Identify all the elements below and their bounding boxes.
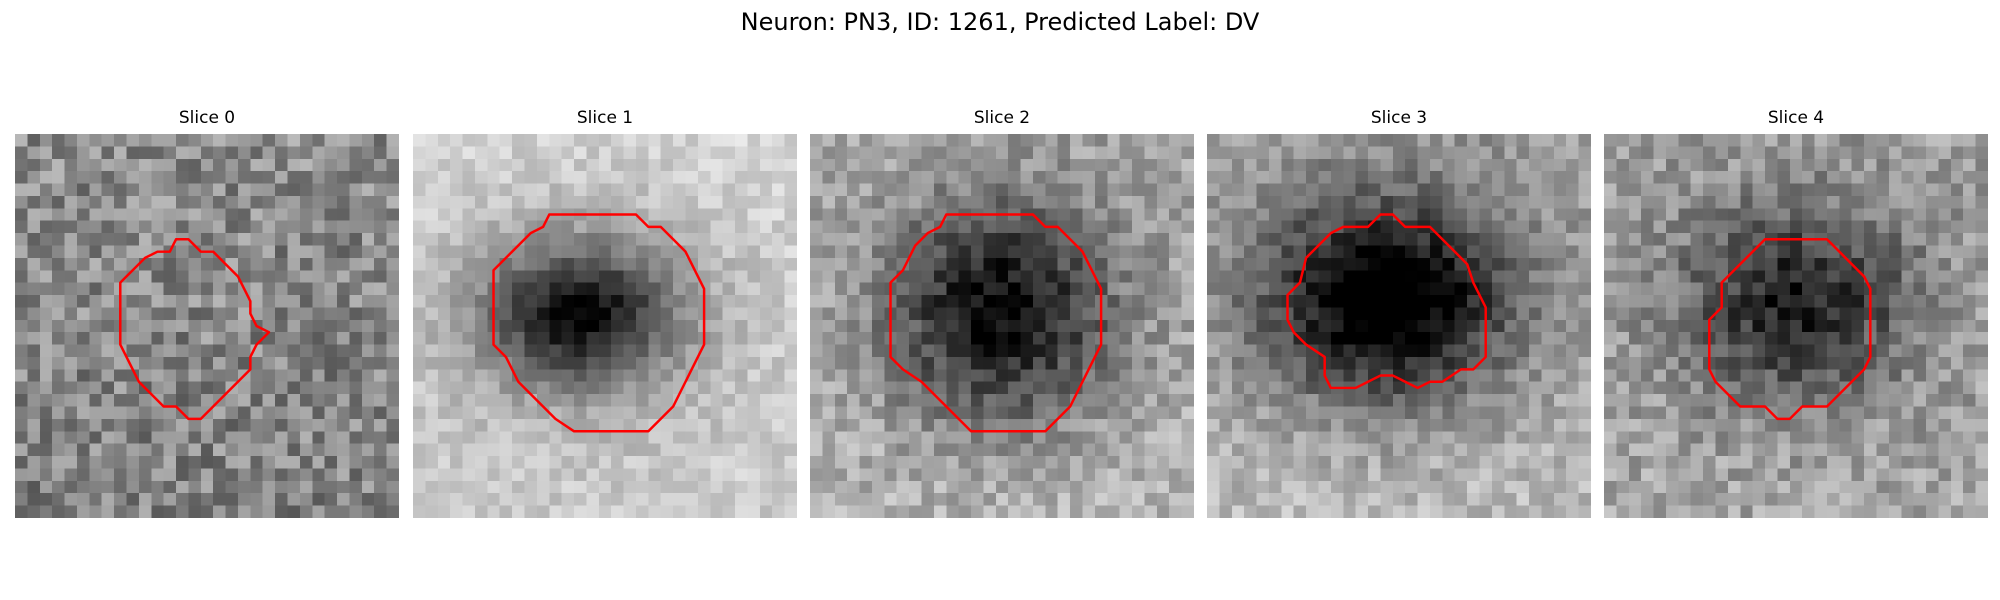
roi-contour xyxy=(1708,238,1872,421)
slice-image xyxy=(15,134,399,518)
roi-contour xyxy=(1286,213,1487,390)
pixel-grid xyxy=(1207,134,1591,518)
slice-title: Slice 0 xyxy=(178,108,236,128)
slice-title: Slice 3 xyxy=(1370,108,1428,128)
pixel-grid xyxy=(15,134,399,518)
roi-contour xyxy=(492,213,706,433)
roi-contour xyxy=(889,213,1103,433)
slice-title: Slice 1 xyxy=(576,108,634,128)
slice-image xyxy=(413,134,797,518)
slice-image xyxy=(810,134,1194,518)
pixel-grid xyxy=(1604,134,1988,518)
slice-title: Slice 4 xyxy=(1767,108,1825,128)
pixel-grid xyxy=(810,134,1194,518)
slice-image xyxy=(1604,134,1988,518)
roi-contour xyxy=(119,238,271,421)
slice-title: Slice 2 xyxy=(973,108,1031,128)
figure-title: Neuron: PN3, ID: 1261, Predicted Label: … xyxy=(740,8,1260,36)
pixel-grid xyxy=(413,134,797,518)
slice-image xyxy=(1207,134,1591,518)
